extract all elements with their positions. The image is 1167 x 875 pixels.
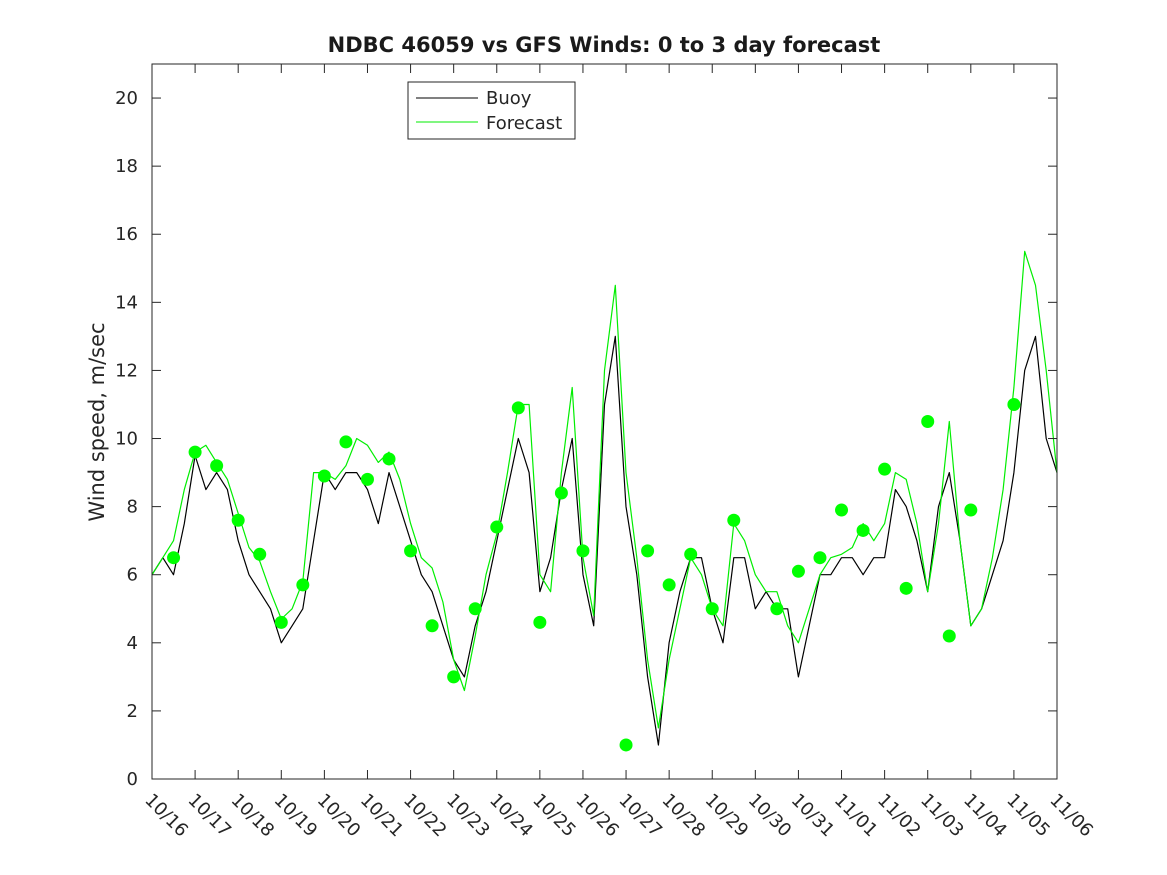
forecast-marker	[942, 629, 956, 643]
forecast-marker	[554, 486, 568, 500]
forecast-marker	[878, 462, 892, 476]
chart-title: NDBC 46059 vs GFS Winds: 0 to 3 day fore…	[328, 33, 881, 57]
x-tick-label: 10/25	[528, 790, 580, 842]
forecast-marker	[791, 564, 805, 578]
x-tick-label: 10/21	[356, 790, 408, 842]
forecast-marker	[684, 547, 698, 561]
y-tick-label: 12	[115, 360, 138, 381]
forecast-marker	[511, 401, 525, 415]
forecast-marker	[1007, 397, 1021, 411]
forecast-marker	[662, 578, 676, 592]
forecast-marker	[921, 415, 935, 428]
forecast-marker	[964, 503, 978, 517]
x-tick-label: 10/31	[787, 790, 839, 842]
y-tick-label: 2	[127, 701, 138, 722]
forecast-marker	[835, 503, 849, 517]
x-tick-label: 10/19	[270, 790, 322, 842]
forecast-marker	[167, 551, 181, 565]
x-tick-label: 10/28	[658, 790, 710, 842]
x-tick-label: 10/16	[140, 790, 192, 842]
x-tick-label: 10/27	[615, 790, 667, 842]
forecast-marker	[619, 738, 633, 752]
forecast-marker	[899, 581, 913, 595]
x-tick-label: 11/02	[873, 790, 925, 842]
x-tick-label: 10/18	[227, 790, 279, 842]
forecast-marker	[425, 619, 439, 633]
y-tick-label: 18	[115, 156, 138, 177]
forecast-marker	[641, 544, 655, 558]
forecast-marker	[813, 551, 827, 565]
y-ticks: 0 2 4 6 8 10 12 14 16 18 20	[115, 88, 1057, 790]
forecast-marker	[468, 602, 482, 616]
y-tick-label: 0	[127, 769, 138, 790]
forecast-marker	[360, 472, 374, 486]
y-tick-label: 8	[127, 497, 138, 518]
forecast-marker	[727, 513, 741, 527]
x-tick-label: 10/24	[485, 790, 537, 842]
x-tick-label: 11/04	[959, 790, 1011, 842]
series-line-buoy	[151, 335, 1058, 746]
legend-forecast-label: Forecast	[486, 113, 562, 134]
y-tick-label: 14	[115, 292, 138, 313]
x-tick-label: 10/20	[313, 790, 365, 842]
y-tick-label: 16	[115, 224, 138, 245]
marker-layer	[167, 397, 1021, 752]
forecast-marker	[490, 520, 504, 534]
legend-box	[407, 81, 576, 140]
x-tick-label: 10/22	[399, 790, 451, 842]
x-tick-label: 10/30	[744, 790, 796, 842]
forecast-marker	[533, 615, 547, 629]
forecast-marker	[274, 615, 288, 629]
y-tick-label: 20	[115, 88, 138, 109]
forecast-marker	[770, 602, 784, 616]
x-tick-label: 11/01	[830, 790, 882, 842]
forecast-marker	[210, 459, 224, 473]
y-tick-label: 10	[115, 429, 138, 450]
x-tick-label: 11/03	[916, 790, 968, 842]
forecast-marker	[576, 544, 590, 558]
forecast-marker	[404, 544, 418, 558]
x-tick-label: 10/29	[701, 790, 753, 842]
x-tick-label: 10/17	[184, 790, 236, 842]
legend: Buoy Forecast	[407, 81, 576, 140]
forecast-marker	[382, 452, 396, 466]
forecast-marker	[296, 578, 310, 592]
forecast-marker	[317, 469, 331, 483]
legend-buoy-label: Buoy	[486, 88, 532, 109]
forecast-marker	[188, 445, 202, 459]
x-tick-label: 11/05	[1002, 790, 1054, 842]
y-tick-label: 4	[127, 633, 138, 654]
forecast-marker	[253, 547, 267, 561]
forecast-marker	[231, 513, 245, 527]
x-tick-label: 10/26	[571, 790, 623, 842]
x-tick-label: 11/06	[1045, 790, 1097, 842]
forecast-marker	[339, 435, 353, 449]
y-tick-label: 6	[127, 565, 138, 586]
forecast-marker	[705, 602, 719, 616]
forecast-marker	[447, 670, 461, 684]
axes-box	[151, 63, 1058, 780]
x-tick-label: 10/23	[442, 790, 494, 842]
y-axis-label: Wind speed, m/sec	[85, 322, 109, 521]
plot-area	[152, 64, 1057, 779]
forecast-marker	[856, 523, 870, 537]
